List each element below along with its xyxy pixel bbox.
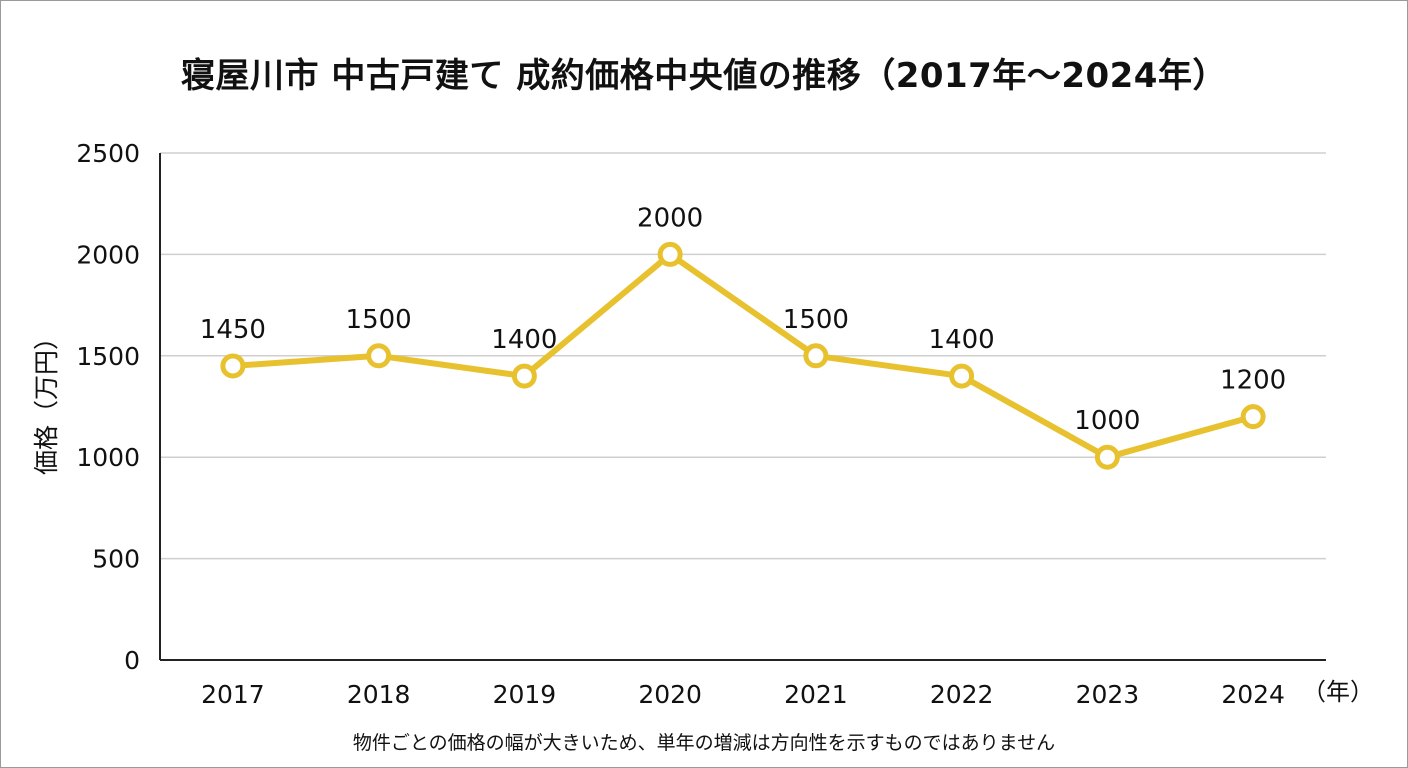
- x-axis-ticks: 2017 2018 2019 2020 2021 2022 2023 2024: [201, 680, 1285, 709]
- y-tick-label: 1500: [76, 342, 140, 371]
- x-tick-label: 2017: [201, 680, 265, 709]
- x-tick-label: 2021: [784, 680, 848, 709]
- y-tick-label: 0: [124, 646, 140, 675]
- y-tick-label: 2000: [76, 240, 140, 269]
- data-point-2017: [220, 353, 246, 379]
- y-tick-label: 2500: [76, 139, 140, 168]
- x-tick-label: 2023: [1076, 680, 1140, 709]
- gridlines: [160, 152, 1326, 560]
- x-tick-label: 2024: [1221, 680, 1285, 709]
- data-label-2022: 1400: [929, 325, 995, 355]
- chart-title: 寝屋川市 中古戸建て 成約価格中央値の推移（2017年〜2024年）: [181, 56, 1227, 96]
- series-line: [229, 251, 1257, 461]
- data-point-2020: [657, 241, 683, 267]
- x-tick-label: 2022: [930, 680, 994, 709]
- data-point-2023: [1094, 444, 1120, 470]
- x-axis-label: （年）: [1302, 678, 1374, 706]
- data-point-2021: [803, 343, 829, 369]
- y-axis-ticks: 0 500 1000 1500 2000 2500: [76, 139, 140, 675]
- data-point-2018: [366, 343, 392, 369]
- x-tick-label: 2020: [638, 680, 702, 709]
- data-label-2024: 1200: [1220, 366, 1286, 396]
- data-point-2019: [511, 363, 537, 389]
- data-label-2018: 1500: [346, 305, 412, 335]
- data-labels: 1450 1500 1400 2000 1500 1400 1000 1200: [200, 203, 1286, 436]
- data-point-2022: [949, 363, 975, 389]
- y-tick-label: 1000: [76, 443, 140, 472]
- series-price: [220, 241, 1266, 470]
- data-label-2017: 1450: [200, 315, 266, 345]
- data-label-2021: 1500: [783, 305, 849, 335]
- y-axis-label: 価格（万円）: [32, 325, 61, 475]
- data-label-2020: 2000: [637, 203, 703, 233]
- y-tick-label: 500: [92, 545, 140, 574]
- data-label-2023: 1000: [1074, 406, 1140, 436]
- x-tick-label: 2018: [347, 680, 411, 709]
- footnote: 物件ごとの価格の幅が大きいため、単年の増減は方向性を示すものではありません: [352, 732, 1056, 754]
- x-tick-label: 2019: [493, 680, 557, 709]
- data-point-2024: [1240, 404, 1266, 430]
- data-label-2019: 1400: [491, 325, 557, 355]
